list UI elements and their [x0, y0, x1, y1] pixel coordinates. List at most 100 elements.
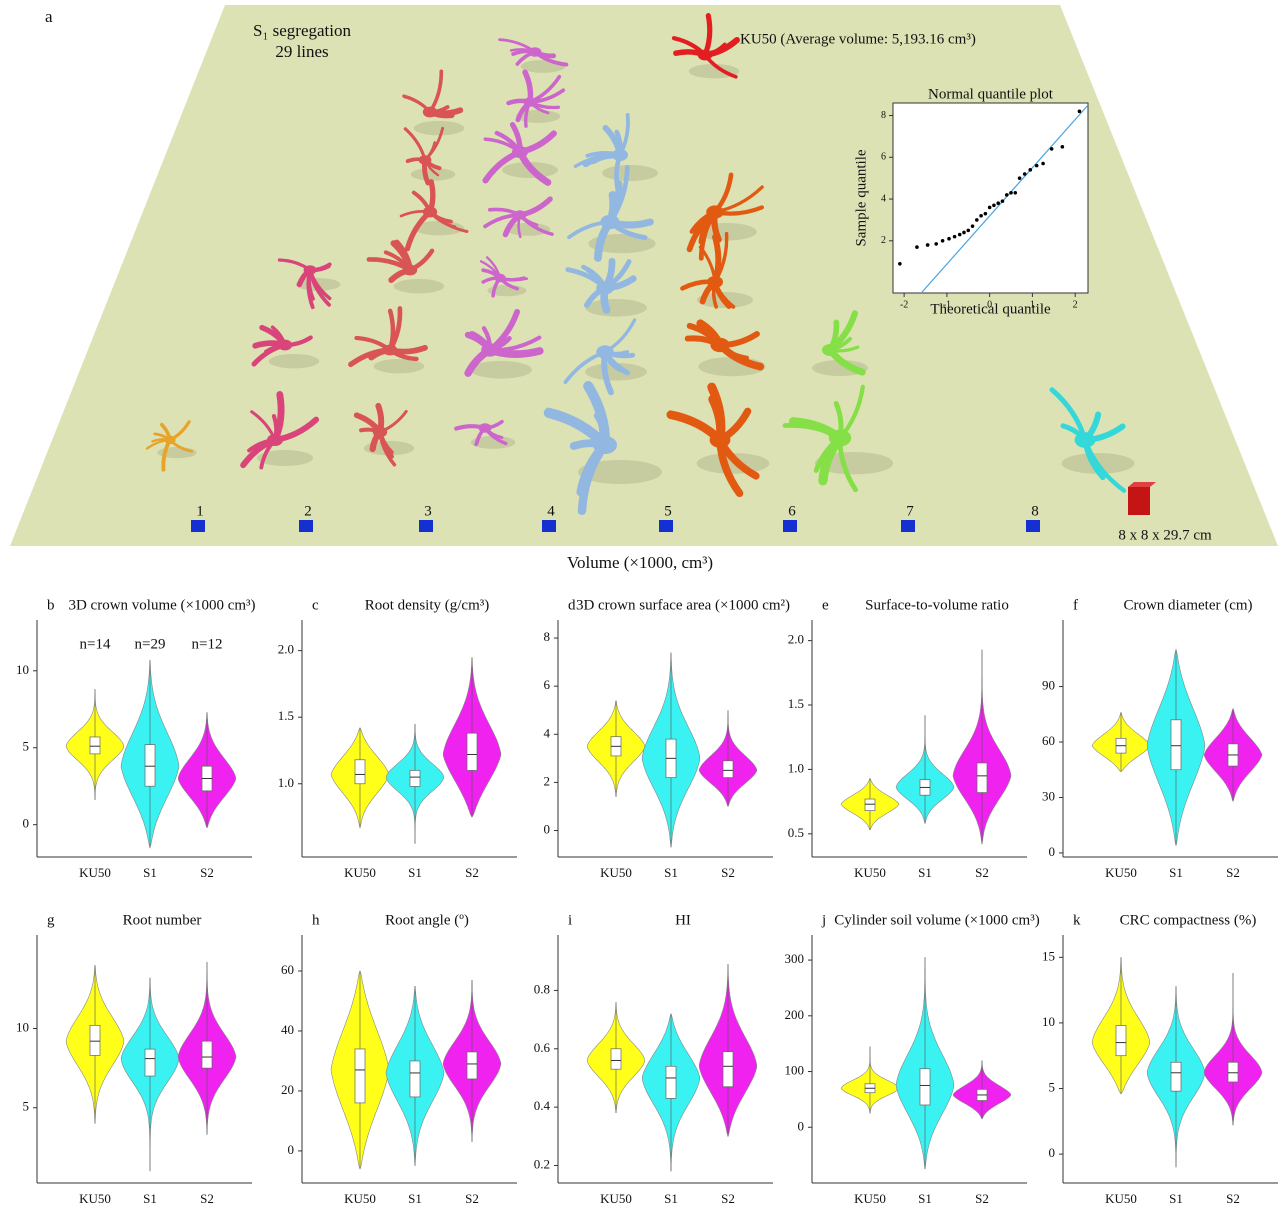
box [355, 760, 365, 784]
quantile-point [1009, 191, 1013, 195]
category-label: KU50 [79, 1191, 111, 1206]
x-axis-label: Theoretical quantile [930, 301, 1051, 317]
y-tick-label: 5 [23, 1099, 30, 1114]
category-label: KU50 [600, 865, 632, 880]
position-marker [901, 520, 915, 532]
root-crown [596, 345, 614, 358]
box [1171, 1062, 1181, 1091]
position-label: 4 [547, 503, 555, 519]
root-crown [596, 281, 614, 294]
category-label: S2 [721, 865, 735, 880]
root-crown [512, 146, 528, 158]
category-label: S2 [200, 865, 214, 880]
y-tick-label: 10 [1042, 1014, 1055, 1029]
scale-note: 8 x 8 x 29.7 cm [1118, 527, 1212, 543]
scene-title: S₁ segregation [253, 21, 351, 40]
quantile-point [926, 243, 930, 247]
root-crown [481, 343, 499, 356]
sample-size: n=29 [135, 636, 166, 652]
scale-cube [1128, 487, 1150, 515]
box [1171, 720, 1181, 770]
root-crown [164, 436, 175, 444]
category-label: S1 [918, 1191, 932, 1206]
y-tick-label: 0.8 [534, 981, 550, 996]
y-tick-label: 8 [881, 110, 886, 121]
root-crown [494, 274, 505, 282]
position-label: 1 [196, 503, 204, 519]
position-label: 6 [788, 503, 796, 519]
position-label: 5 [664, 503, 672, 519]
box [410, 770, 420, 786]
box [865, 799, 875, 811]
root-crown [612, 149, 628, 161]
y-tick-label: 0 [544, 822, 551, 837]
category-label: S2 [975, 1191, 989, 1206]
root-crown [707, 276, 723, 288]
y-tick-label: 10 [16, 662, 29, 677]
y-tick-label: 200 [785, 1007, 805, 1022]
quantile-point [1018, 176, 1022, 180]
box [666, 1066, 676, 1098]
panel-title: Crown diameter (cm) [1123, 597, 1252, 613]
quantile-point [962, 231, 966, 235]
panel-label: b [47, 597, 55, 613]
root-shadow [374, 359, 424, 373]
panel-label: j [821, 912, 826, 928]
y-tick-label: 0.4 [534, 1098, 551, 1113]
root-shadow [269, 354, 319, 368]
y-tick-label: 4 [881, 193, 886, 204]
box [410, 1061, 420, 1097]
root-crown [267, 434, 283, 446]
y-tick-label: 1.0 [278, 775, 294, 790]
box [202, 1041, 212, 1068]
box [723, 761, 733, 778]
panel-title: Root number [123, 912, 202, 928]
y-tick-label: 0 [288, 1142, 295, 1157]
y-tick-label: 0.2 [534, 1156, 550, 1171]
y-tick-label: 90 [1042, 678, 1055, 693]
y-tick-label: 2.0 [278, 642, 294, 657]
box [920, 1069, 930, 1105]
position-marker [191, 520, 205, 532]
panel-label: a [45, 7, 53, 26]
root-shadow [394, 279, 444, 293]
quantile-point [1001, 199, 1005, 203]
box [145, 745, 155, 787]
quantile-point [958, 233, 962, 237]
root-crown [706, 205, 724, 218]
root-crown [1075, 432, 1096, 448]
y-tick-label: 0 [1049, 1145, 1056, 1160]
root-crown [373, 427, 387, 438]
y-tick-label: 8 [544, 629, 551, 644]
category-label: S2 [721, 1191, 735, 1206]
quantile-point [915, 245, 919, 249]
category-label: S1 [143, 865, 157, 880]
category-label: S1 [408, 865, 422, 880]
root-crown [710, 432, 731, 448]
panel-title: Cylinder soil volume (×1000 cm³) [834, 912, 1039, 928]
box [145, 1049, 155, 1076]
panel-label: g [47, 912, 55, 928]
y-tick-label: 0 [23, 816, 30, 831]
panel-title: Root density (g/cm³) [365, 597, 489, 613]
category-label: S1 [918, 865, 932, 880]
y-tick-label: 0.5 [788, 825, 804, 840]
category-label: S1 [664, 865, 678, 880]
y-tick-label: 300 [785, 951, 805, 966]
y-tick-label: 1.5 [278, 708, 294, 723]
root-crown [829, 430, 851, 447]
y-axis-label: Sample quantile [853, 149, 869, 246]
y-tick-label: 2 [544, 773, 551, 788]
quantile-point [1050, 147, 1054, 151]
quantile-point [966, 229, 970, 233]
y-tick-label: 1.0 [788, 760, 804, 775]
root-crown [529, 47, 542, 57]
category-label: S2 [1226, 865, 1240, 880]
root-crown [822, 344, 838, 356]
category-label: S1 [664, 1191, 678, 1206]
category-label: KU50 [344, 865, 376, 880]
root-crown [479, 423, 492, 433]
root-crown [419, 155, 432, 165]
quantile-point [975, 218, 979, 222]
root-shadow [414, 121, 464, 135]
